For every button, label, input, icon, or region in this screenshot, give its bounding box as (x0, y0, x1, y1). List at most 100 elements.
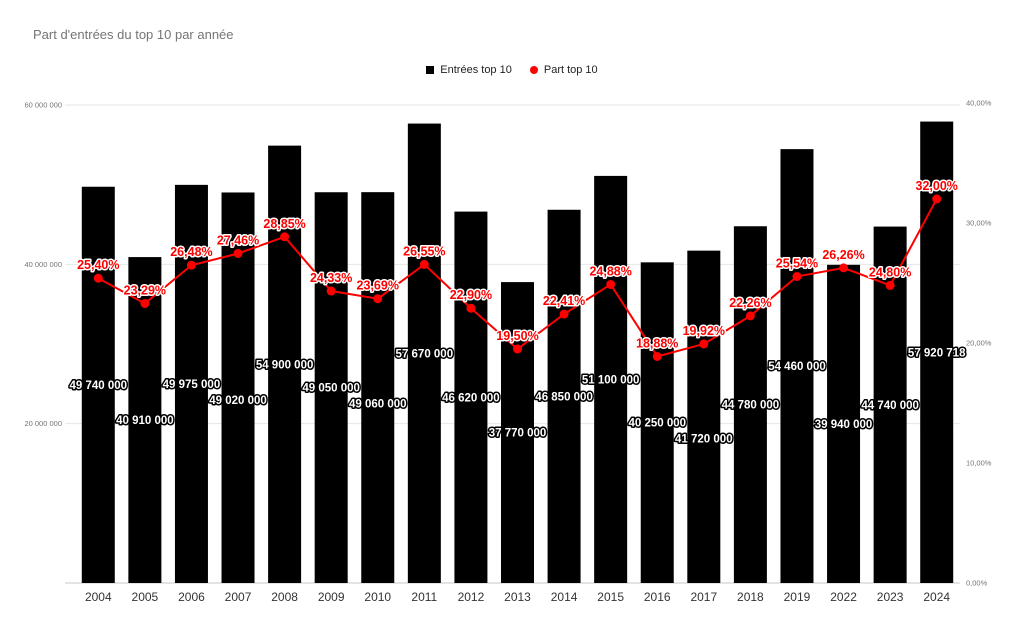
line-point (513, 344, 522, 354)
percent-label: 19,92% (683, 324, 725, 338)
line-point (93, 273, 103, 283)
bar (361, 192, 395, 583)
bar-value-label: 40 910 000 (116, 415, 174, 427)
category-label: 2018 (737, 590, 764, 604)
bar (780, 149, 814, 584)
bar-value-label: 49 740 000 (70, 380, 128, 392)
bar (687, 250, 721, 583)
category-label: 2007 (225, 590, 252, 604)
percent-label: 24,80% (869, 265, 911, 279)
category-label: 2022 (830, 590, 857, 604)
line-point (280, 232, 290, 242)
line-point (326, 286, 336, 296)
line-point (652, 351, 662, 361)
category-label: 2017 (690, 590, 717, 604)
percent-label: 25,54% (776, 257, 818, 271)
circle-marker-icon (529, 66, 538, 74)
category-label: 2012 (458, 590, 485, 604)
percent-label: 19,50% (496, 329, 538, 343)
left-axis-tick-label: 40 000 000 (24, 260, 62, 269)
percent-label: 23,69% (357, 279, 399, 293)
legend-item-part: Part top 10 (529, 64, 598, 76)
category-label: 2008 (271, 590, 298, 604)
bar-value-label: 57 670 000 (396, 348, 454, 360)
bar (733, 226, 767, 583)
category-label: 2009 (318, 590, 345, 604)
category-label: 2015 (597, 590, 624, 604)
left-axis-tick-label: 60 000 000 (24, 101, 62, 110)
category-label: 2013 (504, 590, 531, 604)
bar (547, 209, 581, 584)
line-point (419, 259, 429, 269)
percent-label: 24,88% (589, 264, 631, 278)
percent-label: 27,46% (217, 233, 259, 247)
line-point (792, 272, 802, 282)
left-axis-tick-label: 20 000 000 (24, 419, 62, 428)
legend: Entrées top 10 Part top 10 (0, 64, 1024, 76)
bar (501, 282, 534, 583)
line-point (606, 279, 616, 289)
line-point (745, 311, 755, 321)
bar-value-label: 49 050 000 (302, 383, 360, 395)
legend-item-entrees: Entrées top 10 (426, 64, 512, 76)
bar-value-label: 49 975 000 (163, 379, 221, 391)
category-label: 2010 (364, 590, 391, 604)
percent-label: 28,85% (263, 217, 305, 231)
line-point (839, 263, 849, 273)
bar-value-label: 54 460 000 (768, 361, 826, 373)
right-axis-tick-label: 30,00% (966, 219, 992, 228)
category-label: 2005 (132, 590, 159, 604)
bar (640, 262, 674, 583)
legend-label-entrees: Entrées top 10 (440, 64, 512, 76)
bar-value-label: 46 620 000 (442, 392, 500, 404)
bar-value-label: 40 250 000 (628, 418, 686, 430)
bar (594, 175, 628, 584)
right-axis-tick-label: 10,00% (966, 459, 992, 468)
category-label: 2019 (784, 590, 811, 604)
bar (454, 211, 488, 583)
bar-value-label: 44 780 000 (722, 400, 780, 412)
percent-label: 22,41% (543, 294, 585, 308)
legend-label-part: Part top 10 (543, 64, 598, 76)
percent-label: 22,26% (729, 296, 771, 310)
line-point (466, 303, 476, 313)
bar (268, 145, 302, 583)
percent-label: 25,40% (77, 258, 119, 272)
category-label: 2014 (551, 590, 578, 604)
line-point (233, 248, 243, 258)
chart-title: Part d'entrées du top 10 par année (33, 27, 234, 42)
line-point (699, 339, 709, 349)
percent-label: 24,33% (310, 271, 352, 285)
percent-label: 22,90% (450, 288, 492, 302)
bar-value-label: 39 940 000 (815, 419, 873, 431)
percent-label: 26,55% (403, 244, 445, 258)
right-axis-tick-label: 40,00% (966, 99, 992, 108)
line-point (373, 294, 383, 304)
category-label: 2024 (923, 590, 950, 604)
line-point (140, 299, 150, 309)
line-point (186, 260, 196, 270)
percent-label: 18,88% (636, 336, 678, 350)
bar-value-label: 51 100 000 (582, 374, 640, 386)
category-label: 2016 (644, 590, 671, 604)
bar (81, 186, 115, 583)
bar-value-label: 37 770 000 (489, 428, 547, 440)
category-label: 2006 (178, 590, 205, 604)
bar (407, 123, 441, 584)
bar-value-label: 41 720 000 (675, 434, 733, 446)
line-point (932, 194, 942, 204)
bar (827, 264, 861, 583)
category-label: 2004 (85, 590, 112, 604)
line-point (885, 280, 895, 290)
category-label: 2023 (877, 590, 904, 604)
bar-value-label: 46 850 000 (535, 391, 593, 403)
right-axis-tick-label: 20,00% (966, 339, 992, 348)
percent-label: 26,26% (822, 248, 864, 262)
bar-value-label: 44 740 000 (861, 400, 919, 412)
right-axis-tick-label: 0,00% (966, 579, 988, 588)
bar-value-label: 57 920 718 (908, 347, 966, 359)
bar-value-label: 49 020 000 (209, 395, 267, 407)
percent-label: 32,00% (916, 179, 958, 193)
